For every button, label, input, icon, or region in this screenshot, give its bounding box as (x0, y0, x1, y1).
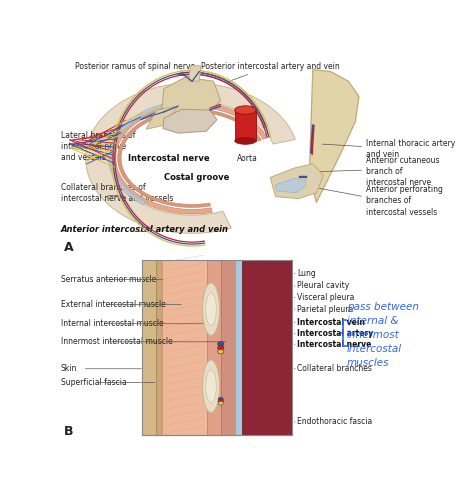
Polygon shape (276, 178, 305, 193)
Text: pass between
internal &
innermost
intercostal
muscles: pass between internal & innermost interc… (347, 302, 419, 368)
Text: B: B (64, 425, 74, 438)
Text: Pleural cavity: Pleural cavity (297, 282, 349, 290)
FancyBboxPatch shape (156, 260, 162, 436)
Text: Innermost intercostal muscle: Innermost intercostal muscle (61, 338, 173, 346)
FancyBboxPatch shape (222, 260, 235, 436)
Text: Internal intercostal muscle: Internal intercostal muscle (61, 319, 164, 328)
Text: Visceral pleura: Visceral pleura (297, 293, 354, 302)
Text: External intercostal muscle: External intercostal muscle (61, 300, 166, 309)
Text: Posterior intercostal artery and vein: Posterior intercostal artery and vein (201, 62, 339, 82)
FancyBboxPatch shape (57, 60, 412, 252)
Text: Superficial fascia: Superficial fascia (61, 378, 126, 387)
FancyBboxPatch shape (142, 260, 156, 436)
Polygon shape (309, 70, 359, 202)
Text: Intercostal nerve: Intercostal nerve (128, 154, 210, 162)
Text: Serratus anterior muscle: Serratus anterior muscle (61, 275, 156, 284)
Polygon shape (162, 78, 221, 118)
Polygon shape (111, 102, 267, 214)
Text: Parietal pleura: Parietal pleura (297, 304, 353, 314)
Polygon shape (146, 106, 178, 130)
Text: Anterior perforating
branches of
intercostal vessels: Anterior perforating branches of interco… (366, 186, 443, 216)
Text: Costal groove: Costal groove (164, 173, 229, 182)
Text: Posterior ramus of spinal nerve: Posterior ramus of spinal nerve (75, 62, 196, 77)
Text: Collateral branches: Collateral branches (297, 364, 372, 374)
Ellipse shape (218, 342, 224, 346)
Text: Anterior intercostal artery and vein: Anterior intercostal artery and vein (61, 225, 229, 234)
Text: Skin: Skin (61, 364, 77, 374)
FancyBboxPatch shape (235, 260, 242, 436)
Ellipse shape (218, 398, 224, 401)
Text: Intercostal nerve: Intercostal nerve (297, 340, 371, 348)
Polygon shape (118, 109, 262, 208)
Text: Endothoracic fascia: Endothoracic fascia (297, 418, 372, 426)
FancyBboxPatch shape (57, 252, 412, 445)
Text: A: A (64, 242, 74, 254)
Ellipse shape (202, 283, 219, 336)
Ellipse shape (202, 360, 219, 412)
FancyBboxPatch shape (162, 260, 207, 436)
Text: Aorta: Aorta (237, 154, 257, 162)
Polygon shape (189, 66, 201, 81)
Ellipse shape (206, 370, 216, 402)
Ellipse shape (218, 400, 224, 403)
Ellipse shape (206, 293, 216, 326)
Ellipse shape (218, 346, 224, 350)
Polygon shape (86, 83, 295, 233)
Polygon shape (163, 110, 217, 133)
Ellipse shape (235, 138, 256, 144)
Ellipse shape (218, 350, 224, 354)
Polygon shape (270, 164, 323, 198)
Polygon shape (109, 100, 218, 205)
Text: Intercostal artery: Intercostal artery (297, 329, 373, 338)
FancyBboxPatch shape (207, 260, 222, 436)
Text: Internal thoracic artery
and vein: Internal thoracic artery and vein (366, 138, 455, 158)
Text: Lateral branches of
intercostal nerve
and vessels: Lateral branches of intercostal nerve an… (61, 131, 135, 162)
FancyBboxPatch shape (242, 260, 291, 436)
Text: Anterior cutaneous
branch of
intercostal nerve: Anterior cutaneous branch of intercostal… (366, 156, 440, 188)
Text: Lung: Lung (297, 269, 316, 278)
Text: Collateral branches of
intercostal nerve and vessels: Collateral branches of intercostal nerve… (61, 183, 173, 203)
Text: Intercostal vein: Intercostal vein (297, 318, 365, 327)
Ellipse shape (235, 106, 256, 114)
Polygon shape (234, 110, 256, 141)
Ellipse shape (218, 401, 224, 405)
